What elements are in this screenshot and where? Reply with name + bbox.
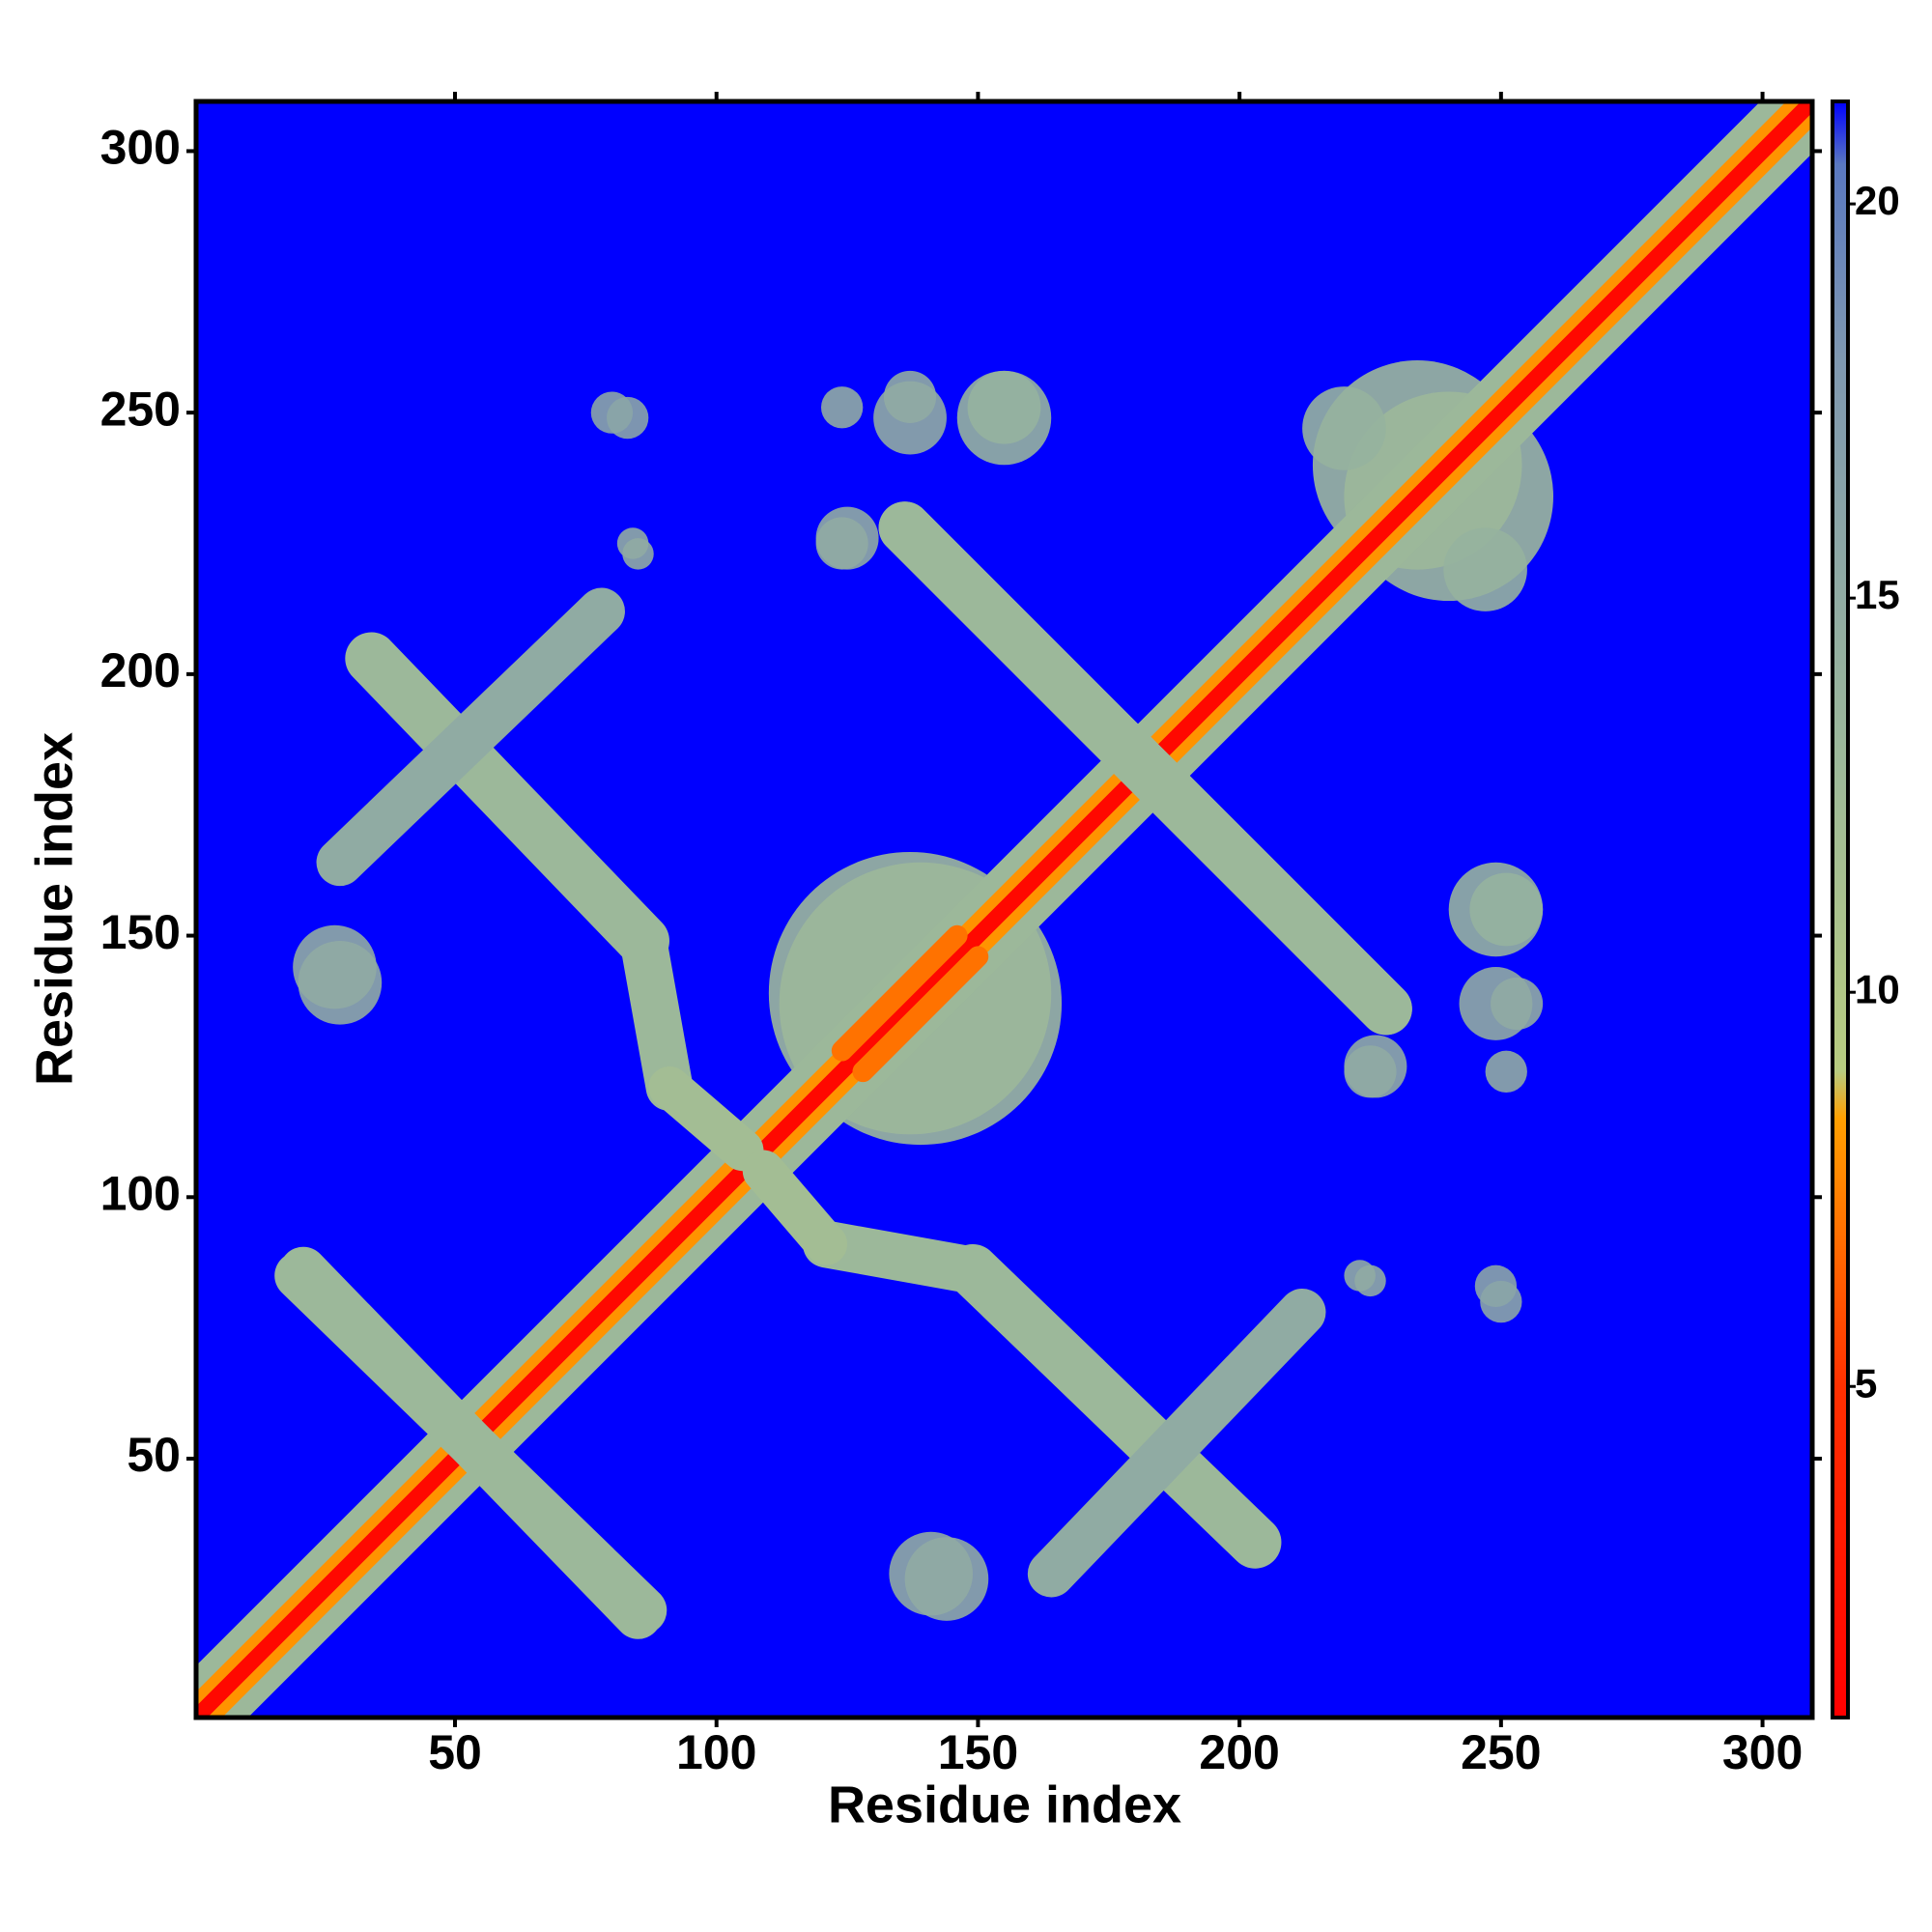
colorbar-tick-label: 15 <box>1855 572 1900 617</box>
colorbar-tick-label: 10 <box>1855 966 1900 1011</box>
y-tick-label: 50 <box>127 1428 181 1482</box>
axes: 50 100 150 200 250 300 50 100 150 200 250 300 5 10 15 2… <box>100 92 1900 1779</box>
contact-band <box>279 1246 662 1639</box>
contact-blob <box>1302 386 1386 470</box>
contact-blob <box>1480 1280 1522 1323</box>
contact-blob <box>889 1531 974 1616</box>
colorbar-tick-label: 20 <box>1855 178 1900 223</box>
plot-frame <box>193 99 1815 1720</box>
contact-band <box>803 1220 997 1294</box>
heatmap <box>196 101 1812 1718</box>
contact-band <box>852 946 989 1083</box>
contact-blob <box>1443 527 1527 611</box>
x-tick-label: 100 <box>676 1725 756 1779</box>
contact-band <box>878 501 1412 1036</box>
x-tick-label: 150 <box>938 1725 1018 1779</box>
x-axis-label: Residue index <box>828 1776 1181 1833</box>
contact-blob <box>1354 1264 1386 1297</box>
contact-blob <box>967 370 1041 444</box>
y-tick-label: 100 <box>100 1166 181 1220</box>
x-tick-label: 250 <box>1461 1725 1541 1779</box>
contact-band <box>619 917 694 1111</box>
contact-band <box>946 1244 1282 1569</box>
contact-blob <box>1344 1045 1397 1098</box>
contact-blob <box>883 370 937 423</box>
x-tick-label: 300 <box>1722 1725 1803 1779</box>
contact-blob <box>616 527 649 559</box>
contact-blob <box>1469 872 1544 947</box>
contact-band <box>1027 1289 1326 1598</box>
colorbar-tick-label: 5 <box>1855 1360 1877 1406</box>
contact-blob <box>590 391 634 434</box>
colorbar <box>1831 99 1850 1719</box>
contact-band <box>831 924 968 1062</box>
contact-blob <box>298 940 383 1025</box>
contact-blob <box>1485 1050 1527 1093</box>
contact-blob <box>821 386 864 429</box>
x-tick-label: 50 <box>428 1725 482 1779</box>
y-tick-label: 250 <box>100 382 181 436</box>
contact-band <box>316 587 625 887</box>
contact-band <box>648 1065 764 1172</box>
contact-band <box>742 1150 848 1265</box>
contact-blob <box>1491 977 1544 1031</box>
y-tick-label: 150 <box>100 905 181 959</box>
contact-band <box>345 632 669 968</box>
contact-blob <box>815 517 868 570</box>
x-tick-label: 200 <box>1199 1725 1279 1779</box>
y-axis-label: Residue index <box>25 732 83 1086</box>
y-tick-label: 200 <box>100 643 181 697</box>
y-tick-label: 300 <box>100 121 181 175</box>
